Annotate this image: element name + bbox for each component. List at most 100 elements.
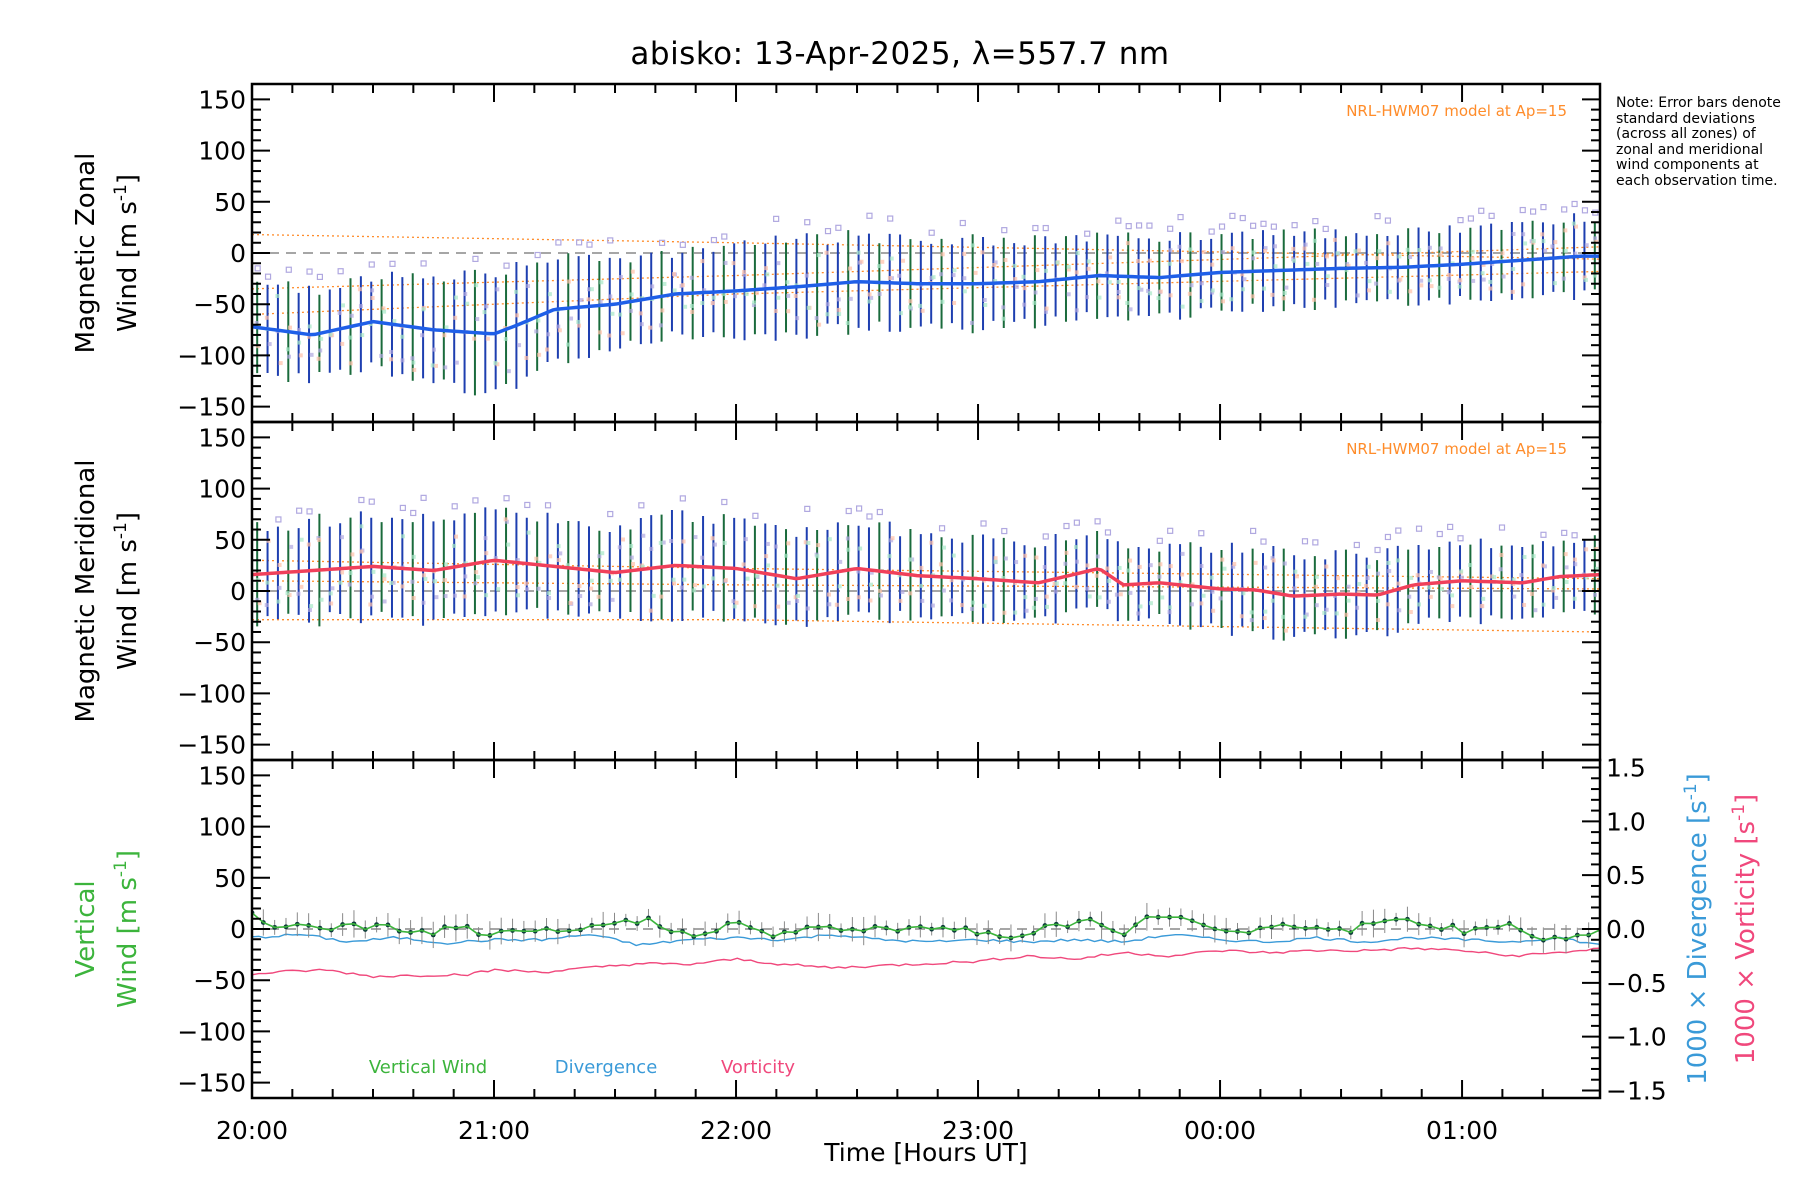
zone-sample bbox=[359, 549, 364, 554]
zone-sample bbox=[1218, 596, 1223, 601]
outlier-marker bbox=[835, 224, 842, 231]
zone-sample bbox=[1263, 565, 1268, 570]
zone-sample bbox=[586, 297, 591, 302]
zone-sample bbox=[1189, 283, 1194, 288]
zone-sample bbox=[620, 331, 625, 336]
zone-sample bbox=[1063, 581, 1068, 586]
zone-sample bbox=[776, 604, 781, 609]
zone-sample bbox=[931, 275, 936, 280]
y-tick-label: −100 bbox=[177, 341, 246, 370]
zone-sample bbox=[1563, 248, 1568, 253]
zone-sample bbox=[711, 295, 716, 300]
zone-sample bbox=[1012, 263, 1017, 268]
zone-sample bbox=[328, 332, 333, 337]
zone-sample bbox=[558, 551, 563, 556]
zone-sample bbox=[506, 369, 511, 374]
zone-sample bbox=[587, 287, 592, 292]
zone-sample bbox=[1376, 618, 1381, 623]
zone-sample bbox=[816, 253, 821, 258]
zone-sample bbox=[1085, 586, 1090, 591]
zone-sample bbox=[536, 586, 541, 591]
zone-sample bbox=[838, 559, 843, 564]
zone-sample bbox=[1572, 596, 1577, 601]
zone-sample bbox=[733, 294, 738, 299]
zone-sample bbox=[1353, 249, 1358, 254]
zone-sample bbox=[973, 270, 978, 275]
zone-sample bbox=[1522, 602, 1527, 607]
zone-sample bbox=[1147, 258, 1152, 263]
zone-sample bbox=[1427, 245, 1432, 250]
zone-sample bbox=[1584, 547, 1589, 552]
outlier-marker bbox=[1104, 529, 1112, 536]
zone-sample bbox=[1458, 278, 1463, 283]
zone-sample bbox=[330, 586, 335, 591]
zone-sample bbox=[515, 558, 520, 563]
zone-sample bbox=[597, 554, 602, 559]
y2-tick-label: −1.0 bbox=[1606, 1023, 1667, 1052]
zone-sample bbox=[1511, 577, 1516, 582]
zone-sample bbox=[1533, 608, 1538, 613]
zone-sample bbox=[1199, 281, 1204, 286]
zone-sample bbox=[816, 543, 821, 548]
zone-sample bbox=[1180, 551, 1185, 556]
zone-sample bbox=[1530, 591, 1535, 596]
zone-sample bbox=[711, 576, 716, 581]
zone-sample bbox=[1137, 564, 1142, 569]
zone-sample bbox=[898, 598, 903, 603]
zone-sample bbox=[878, 588, 883, 593]
y-tick-label: 100 bbox=[198, 813, 246, 842]
zone-sample bbox=[1273, 264, 1278, 269]
zone-sample bbox=[1314, 603, 1319, 608]
zone-sample bbox=[773, 309, 778, 314]
zone-sample bbox=[420, 333, 425, 338]
zone-sample bbox=[515, 593, 520, 598]
zone-sample bbox=[723, 578, 728, 583]
outlier-marker bbox=[285, 266, 292, 273]
zone-sample bbox=[412, 367, 417, 372]
zone-sample bbox=[430, 363, 435, 368]
zone-sample bbox=[483, 536, 488, 541]
legend-vorticity: Vorticity bbox=[721, 1057, 795, 1078]
zone-sample bbox=[982, 603, 987, 608]
zone-sample bbox=[566, 279, 571, 284]
zone-sample bbox=[723, 260, 728, 265]
zone-sample bbox=[337, 310, 342, 315]
zone-sample bbox=[1086, 259, 1091, 264]
zone-sample bbox=[1044, 306, 1049, 311]
zone-sample bbox=[908, 591, 913, 596]
zone-sample bbox=[277, 585, 282, 590]
zone-sample bbox=[496, 587, 501, 592]
zone-sample bbox=[319, 597, 324, 602]
zone-sample bbox=[299, 537, 304, 542]
y2-tick-label: 1.0 bbox=[1606, 807, 1646, 836]
zone-sample bbox=[465, 301, 470, 306]
zone-sample bbox=[475, 575, 480, 580]
zone-sample bbox=[411, 596, 416, 601]
zone-sample bbox=[524, 581, 529, 586]
outlier-marker bbox=[451, 503, 458, 510]
y-tick-label: 150 bbox=[198, 761, 246, 790]
outlier-marker bbox=[1384, 533, 1392, 541]
zone-sample bbox=[1094, 573, 1099, 578]
zone-sample bbox=[1128, 590, 1133, 595]
zone-sample bbox=[834, 602, 839, 607]
vorticity-axis-exponent: -1 bbox=[1729, 804, 1749, 821]
zone-sample bbox=[869, 570, 874, 575]
zone-sample bbox=[949, 598, 954, 603]
zone-sample bbox=[1385, 602, 1390, 607]
zone-sample bbox=[306, 334, 311, 339]
outlier-marker bbox=[721, 233, 728, 240]
zone-sample bbox=[285, 347, 290, 352]
outlier-marker bbox=[264, 273, 272, 280]
zone-sample bbox=[846, 547, 851, 552]
y-axis-unit-end: ] bbox=[113, 512, 143, 522]
zone-sample bbox=[1044, 594, 1049, 599]
zone-sample bbox=[1325, 283, 1330, 288]
zone-sample bbox=[1521, 232, 1526, 237]
outlier-marker bbox=[586, 241, 593, 248]
outlier-marker bbox=[607, 510, 614, 518]
zone-sample bbox=[482, 310, 487, 315]
zone-sample bbox=[618, 312, 623, 317]
y-tick-label: −50 bbox=[193, 966, 246, 995]
zone-sample bbox=[938, 562, 943, 567]
